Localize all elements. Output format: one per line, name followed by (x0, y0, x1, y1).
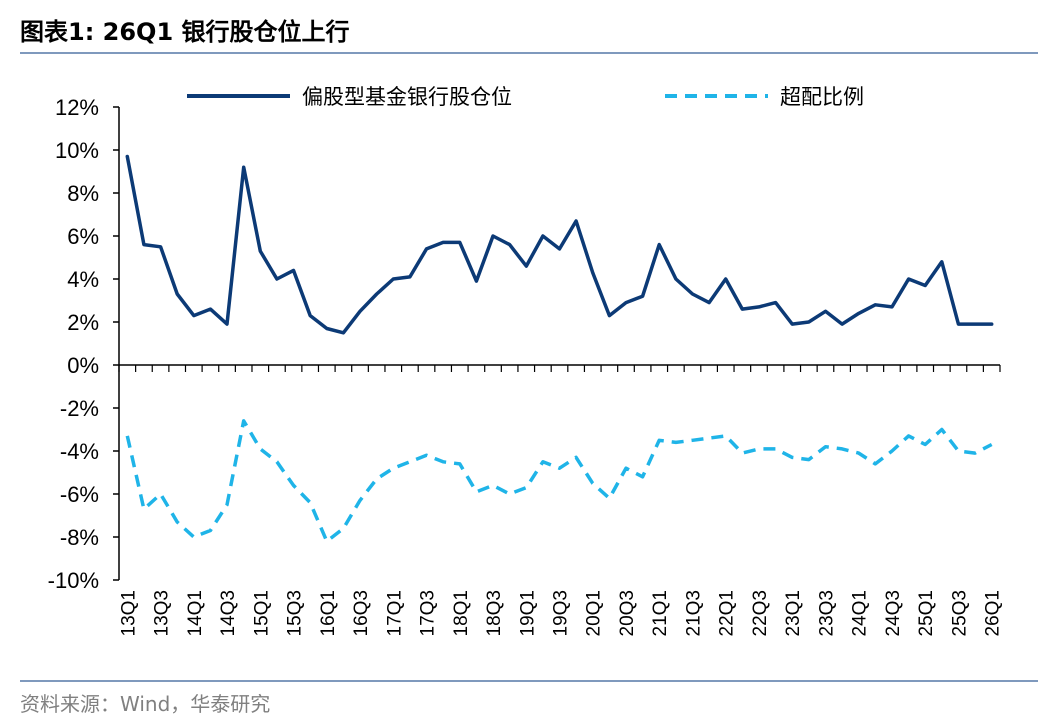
y-tick-label: 12% (55, 95, 99, 120)
footer-divider (20, 680, 1038, 682)
y-tick-label: 8% (67, 181, 99, 206)
x-tick-label: 15Q3 (285, 590, 306, 636)
chart-legend: 偏股型基金银行股仓位 超配比例 (187, 85, 864, 109)
x-tick-label: 19Q1 (517, 590, 538, 636)
y-tick-label: -10% (48, 568, 99, 593)
y-tick-label: -2% (60, 396, 99, 421)
x-tick-label: 17Q3 (418, 590, 439, 636)
y-tick-label: -6% (60, 482, 99, 507)
x-tick-label: 23Q3 (816, 590, 837, 636)
x-tick-label: 23Q1 (783, 590, 804, 636)
x-tick-label: 21Q3 (683, 590, 704, 636)
x-tick-label: 20Q3 (617, 590, 638, 636)
x-tick-label: 21Q1 (650, 590, 671, 636)
y-tick-label: 2% (67, 310, 99, 335)
x-tick-label: 13Q1 (118, 590, 139, 636)
y-tick-label: -8% (60, 525, 99, 550)
x-tick-label: 14Q3 (218, 590, 239, 636)
x-tick-label: 13Q3 (152, 590, 173, 636)
chart-series (125, 154, 994, 544)
x-tick-label: 15Q1 (251, 590, 272, 636)
x-tick-label: 22Q1 (717, 590, 738, 636)
x-tick-label: 26Q1 (983, 590, 1004, 636)
y-tick-label: 6% (67, 224, 99, 249)
x-tick-label: 14Q1 (185, 590, 206, 636)
figure-title: 图表1: 26Q1 银行股仓位上行 (20, 18, 350, 46)
y-tick-label: 10% (55, 138, 99, 163)
y-tick-label: -4% (60, 439, 99, 464)
x-tick-label: 24Q1 (850, 590, 871, 636)
legend-label-series-2: 超配比例 (780, 85, 864, 109)
series-line-bank-position (125, 154, 994, 335)
x-tick-label: 16Q1 (318, 590, 339, 636)
x-tick-label: 16Q3 (351, 590, 372, 636)
x-tick-label: 25Q1 (916, 590, 937, 636)
x-tick-label: 18Q1 (451, 590, 472, 636)
x-tick-label: 18Q3 (484, 590, 505, 636)
x-tick-label: 20Q1 (584, 590, 605, 636)
y-tick-label: 0% (67, 353, 99, 378)
x-tick-label: 22Q3 (750, 590, 771, 636)
y-tick-label: 4% (67, 267, 99, 292)
x-tick-label: 17Q1 (384, 590, 405, 636)
title-divider (20, 52, 1038, 54)
series-line-overweight (125, 419, 993, 544)
x-tick-label: 19Q3 (551, 590, 572, 636)
legend-label-series-1: 偏股型基金银行股仓位 (302, 85, 512, 109)
x-tick-label: 25Q3 (949, 590, 970, 636)
source-note: 资料来源：Wind，华泰研究 (20, 692, 271, 716)
chart-axes: 12% 10% 8% 6% 4% 2% 0% -2% -4% -6% -8% -10% 13Q1 13Q3… (48, 95, 1004, 636)
x-tick-label: 24Q3 (883, 590, 904, 636)
